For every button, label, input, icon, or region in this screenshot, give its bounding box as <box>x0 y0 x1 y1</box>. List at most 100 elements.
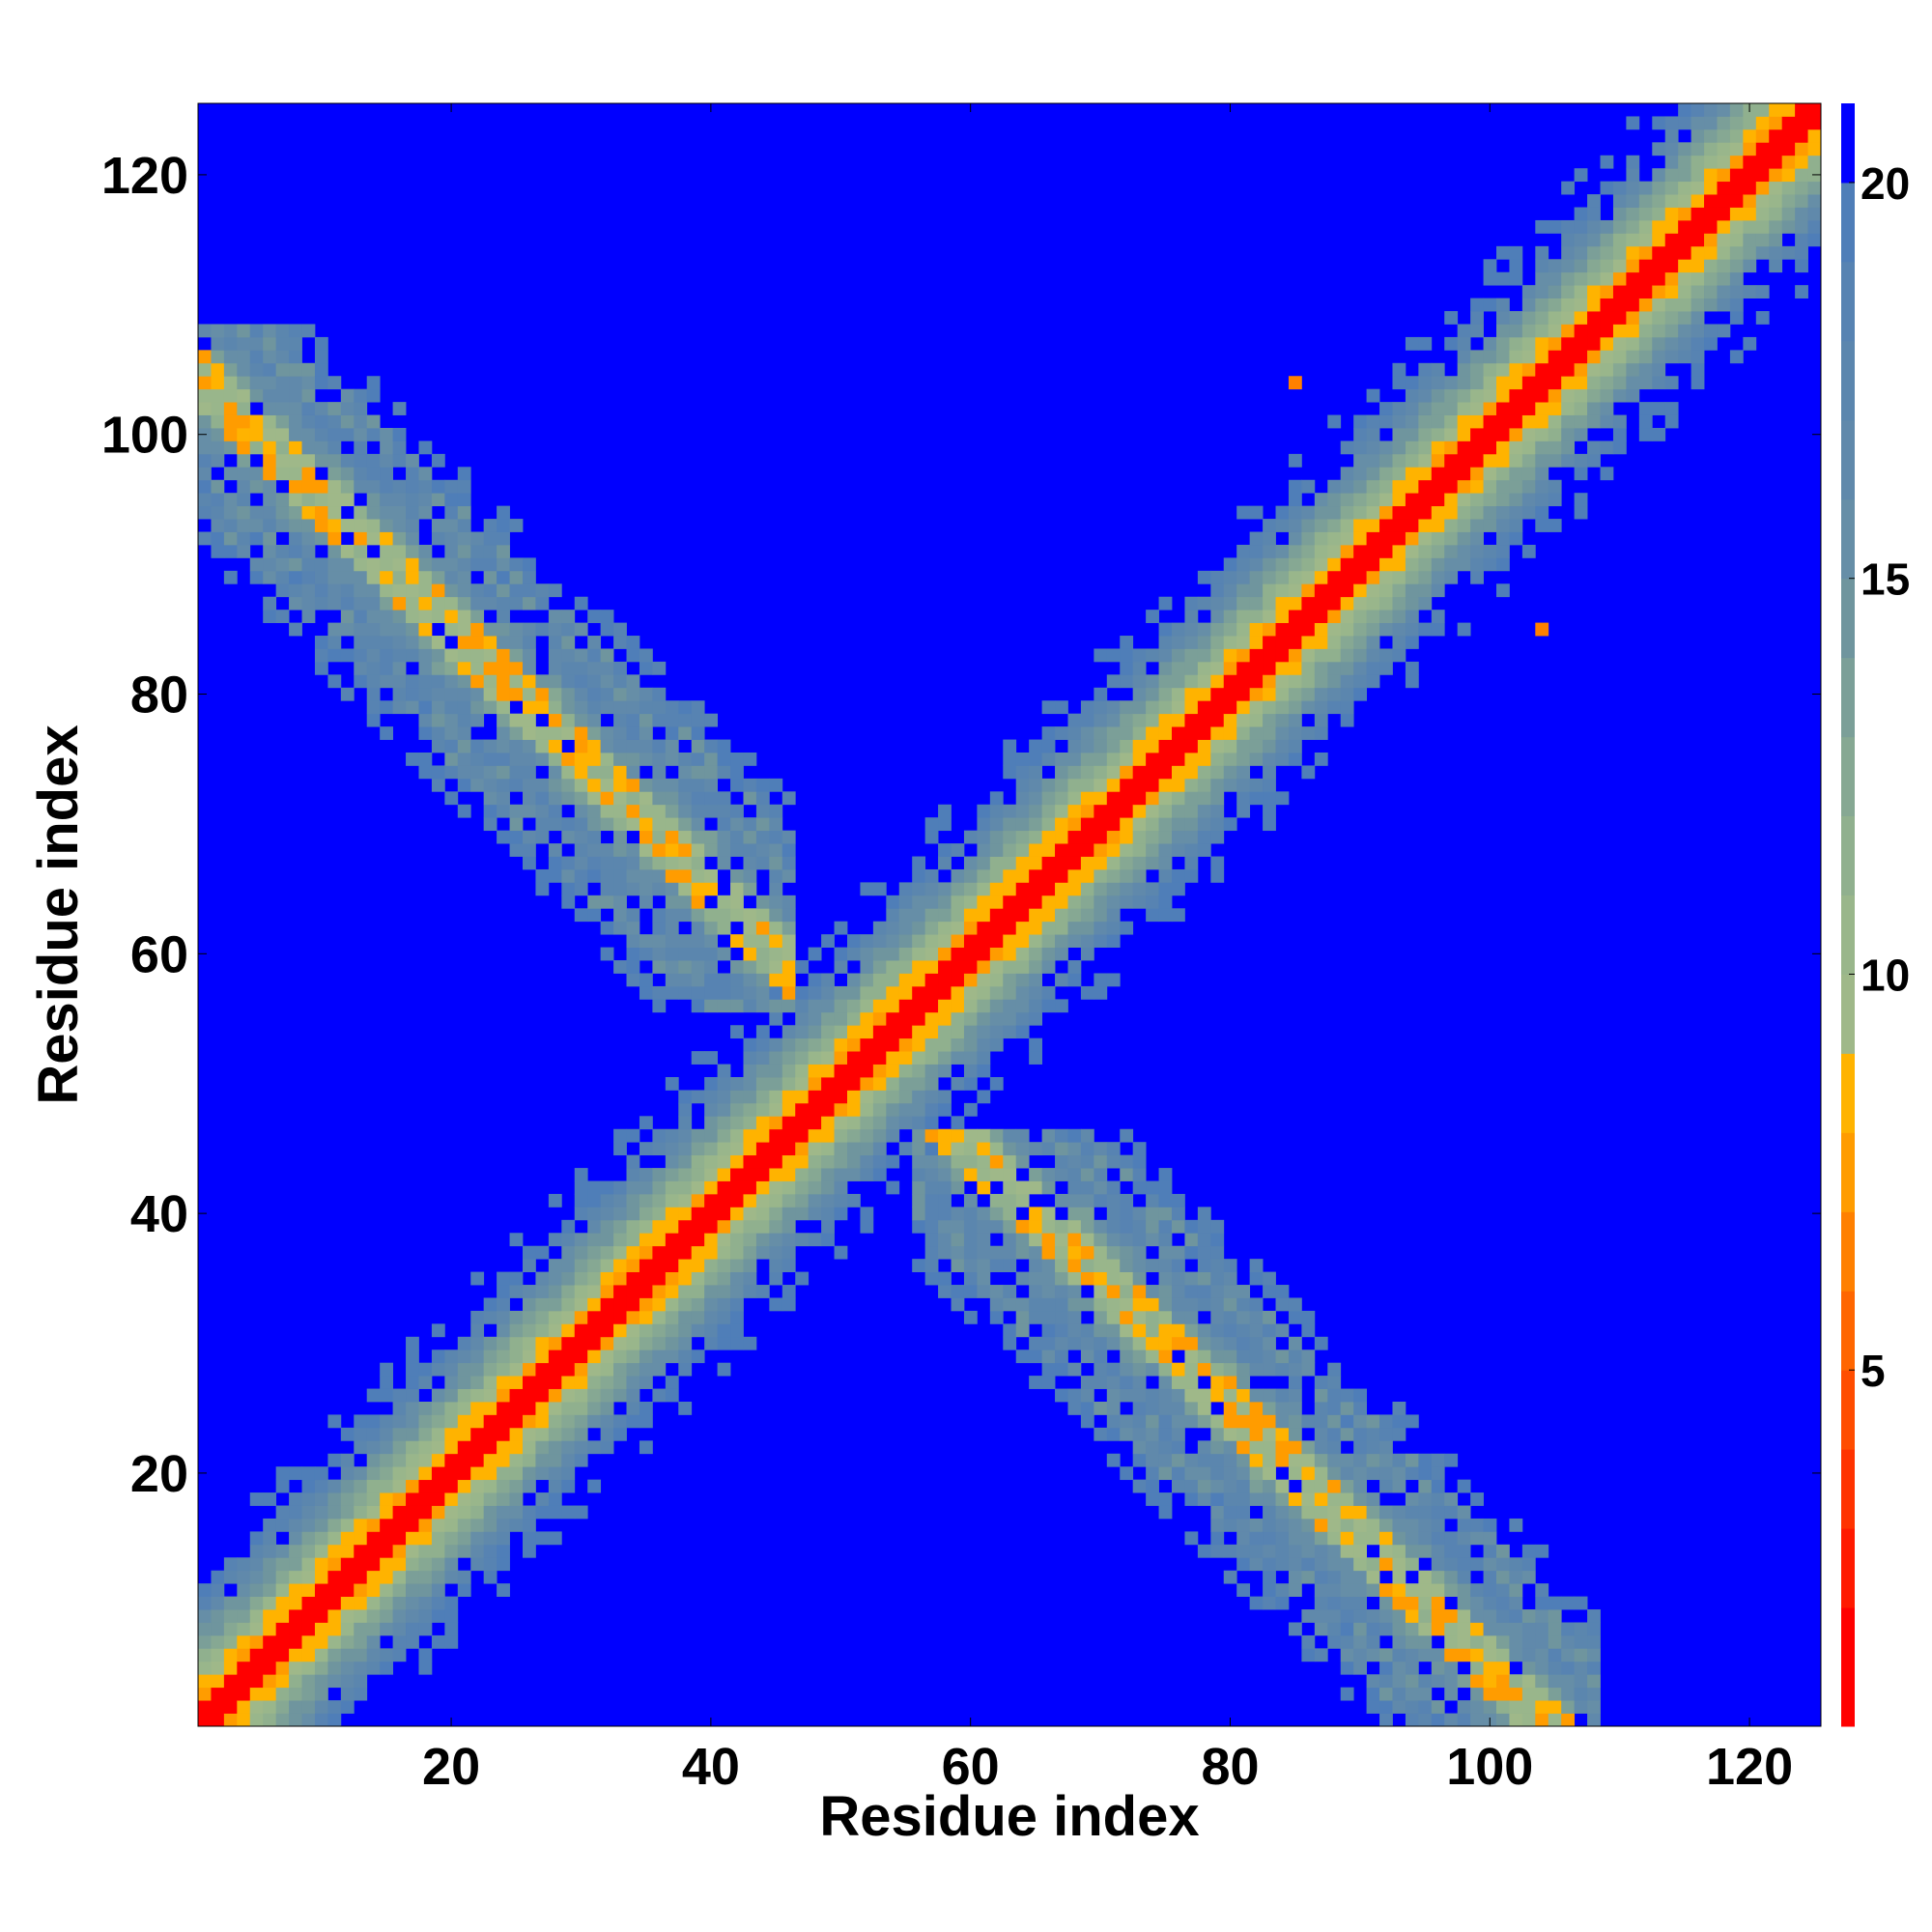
heatmap-cell <box>1690 362 1705 377</box>
heatmap-cell <box>444 1376 459 1389</box>
heatmap-cell <box>211 453 225 468</box>
heatmap-cell <box>821 1102 835 1117</box>
heatmap-cell <box>1263 544 1276 558</box>
heatmap-cell <box>548 1362 562 1377</box>
heatmap-cell <box>483 1440 497 1455</box>
colorbar-segment <box>1841 657 1855 738</box>
heatmap-cell <box>237 1622 251 1636</box>
heatmap-cell <box>1340 700 1354 715</box>
heatmap-cell <box>989 985 1004 1000</box>
heatmap-cell <box>951 908 965 923</box>
heatmap-cell <box>665 817 679 832</box>
heatmap-cell <box>951 843 965 857</box>
heatmap-cell <box>938 1193 952 1208</box>
heatmap-cell <box>1379 1596 1393 1610</box>
heatmap-cell <box>1431 622 1445 637</box>
heatmap-cell <box>1210 753 1225 766</box>
heatmap-cell <box>406 1453 419 1467</box>
heatmap-cell <box>1327 1427 1342 1441</box>
heatmap-cell <box>730 1285 744 1298</box>
heatmap-cell <box>301 1622 316 1636</box>
heatmap-cell <box>1561 1648 1576 1662</box>
heatmap-cell <box>431 453 445 468</box>
heatmap-cell <box>548 687 562 701</box>
heatmap-cell <box>509 1492 524 1506</box>
heatmap-cell <box>951 1180 965 1195</box>
heatmap-cell <box>263 596 277 611</box>
heatmap-cell <box>483 1427 497 1441</box>
heatmap-cell <box>1431 570 1445 584</box>
heatmap-cell <box>1132 1207 1147 1221</box>
heatmap-cell <box>1197 1323 1211 1338</box>
heatmap-cell <box>1029 934 1042 948</box>
heatmap-cell <box>1015 973 1030 987</box>
heatmap-cell <box>1405 610 1419 623</box>
heatmap-cell <box>444 531 459 546</box>
heatmap-cell <box>1172 882 1185 896</box>
heatmap-cell <box>1015 791 1030 806</box>
heatmap-cell <box>1496 1713 1510 1727</box>
heatmap-cell <box>418 687 433 701</box>
heatmap-cell <box>1197 1362 1211 1377</box>
heatmap-cell <box>561 1297 576 1312</box>
heatmap-cell <box>1275 1402 1290 1415</box>
heatmap-cell <box>470 1388 485 1403</box>
heatmap-cell <box>1146 700 1159 715</box>
heatmap-cell <box>1574 1700 1588 1714</box>
heatmap-cell <box>523 661 536 675</box>
heatmap-cell <box>1678 233 1691 247</box>
heatmap-cell <box>1172 1285 1185 1298</box>
heatmap-cell <box>912 1025 926 1039</box>
heatmap-cell <box>1781 128 1796 143</box>
heatmap-cell <box>211 1700 225 1714</box>
heatmap-cell <box>1444 1453 1459 1467</box>
heatmap-cell <box>963 1077 978 1091</box>
heatmap-cell <box>1444 440 1459 455</box>
heatmap-cell <box>1664 128 1679 143</box>
heatmap-cell <box>1041 1285 1056 1298</box>
heatmap-cell <box>1210 765 1225 780</box>
heatmap-cell <box>380 1388 393 1403</box>
heatmap-cell <box>1678 324 1691 338</box>
heatmap-cell <box>1015 1180 1030 1195</box>
heatmap-cell <box>989 908 1004 923</box>
heatmap-cell <box>1275 1362 1290 1377</box>
heatmap-cell <box>1418 1505 1433 1520</box>
heatmap-cell <box>600 1388 614 1403</box>
heatmap-cell <box>380 1531 393 1546</box>
heatmap-cell <box>639 1310 653 1324</box>
heatmap-cell <box>626 1180 640 1195</box>
x-tick-label: 60 <box>942 1738 1000 1796</box>
heatmap-cell <box>509 1350 524 1364</box>
heatmap-cell <box>1327 1570 1342 1584</box>
heatmap-cell <box>924 1154 939 1169</box>
heatmap-cell <box>211 1609 225 1623</box>
heatmap-cell <box>1392 544 1406 558</box>
heatmap-cell <box>1457 1583 1471 1597</box>
heatmap-cell <box>1483 1648 1497 1662</box>
heatmap-cell <box>1470 1661 1484 1675</box>
heatmap-cell <box>1029 1037 1042 1052</box>
heatmap-cell <box>237 1674 251 1689</box>
heatmap-cell <box>1094 1297 1108 1312</box>
heatmap-cell <box>249 1622 264 1636</box>
heatmap-cell <box>340 1427 355 1441</box>
heatmap-cell <box>431 674 445 689</box>
heatmap-cell <box>366 1570 381 1584</box>
heatmap-cell <box>834 1193 848 1208</box>
heatmap-cell <box>1444 1687 1459 1701</box>
heatmap-cell <box>1003 1245 1017 1260</box>
heatmap-cell <box>561 687 576 701</box>
heatmap-cell <box>1288 610 1302 623</box>
heatmap-cell <box>1172 661 1185 675</box>
heatmap-cell <box>301 1479 316 1493</box>
heatmap-cell <box>1652 181 1666 195</box>
heatmap-cell <box>977 1233 991 1247</box>
heatmap-cell <box>211 388 225 403</box>
heatmap-cell <box>561 1402 576 1415</box>
heatmap-cell <box>704 882 718 896</box>
heatmap-cell <box>1444 388 1459 403</box>
heatmap-cell <box>977 1154 991 1169</box>
heatmap-cell <box>1080 1245 1094 1260</box>
heatmap-cell <box>1055 1323 1068 1338</box>
